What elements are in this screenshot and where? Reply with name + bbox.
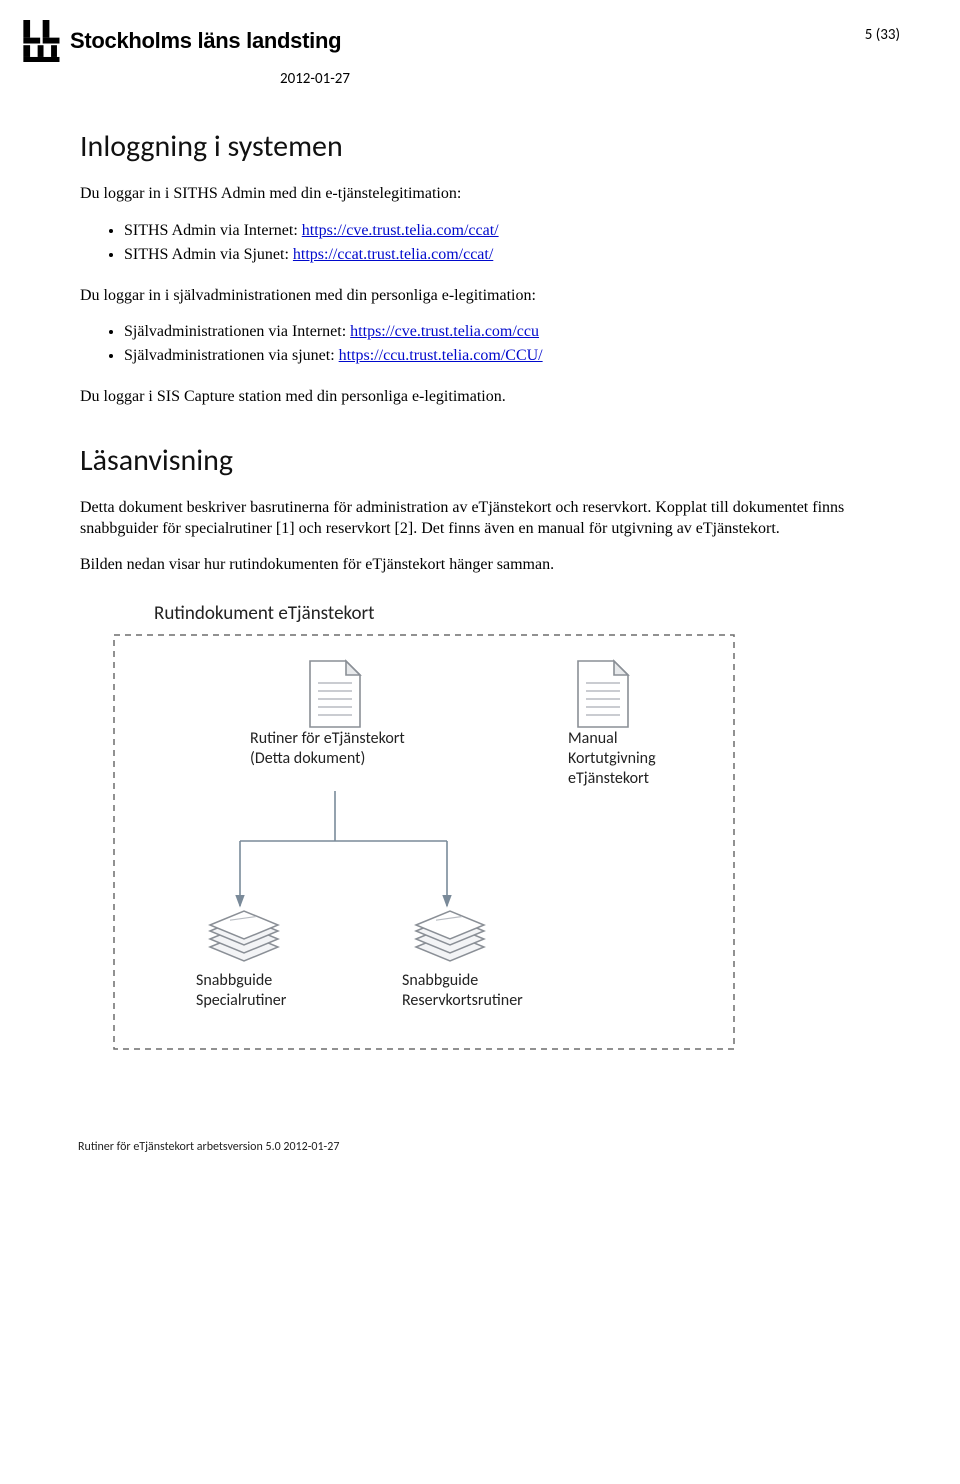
org-name: Stockholms läns landsting: [70, 28, 341, 54]
section-heading-reading: Läsanvisning: [80, 442, 900, 479]
svg-text:Snabbguide: Snabbguide: [402, 971, 478, 990]
list-item: SITHS Admin via Sjunet: https://ccat.tru…: [124, 243, 900, 267]
diagram-title: Rutindokument eTjänstekort: [154, 602, 900, 625]
org-logo-block: Stockholms läns landsting: [20, 20, 341, 62]
svg-text:eTjänstekort: eTjänstekort: [568, 769, 650, 788]
link-siths-internet[interactable]: https://cve.trust.telia.com/ccat/: [302, 222, 499, 239]
paragraph: Bilden nedan visar hur rutindokumenten f…: [80, 554, 900, 576]
svg-text:Specialrutiner: Specialrutiner: [196, 991, 287, 1010]
svg-text:Reservkortsrutiner: Reservkortsrutiner: [402, 991, 523, 1010]
svg-text:Snabbguide: Snabbguide: [196, 971, 272, 990]
svg-text:Rutiner för eTjänstekort: Rutiner för eTjänstekort: [250, 729, 405, 748]
link-list: SITHS Admin via Internet: https://cve.tr…: [80, 219, 900, 267]
list-text: SITHS Admin via Sjunet:: [124, 246, 293, 263]
link-list: Självadministrationen via Internet: http…: [80, 320, 900, 368]
page-number: 5 (33): [865, 26, 900, 44]
list-item: Självadministrationen via Internet: http…: [124, 320, 900, 344]
link-selfadmin-internet[interactable]: https://cve.trust.telia.com/ccu: [350, 323, 539, 340]
paragraph: Detta dokument beskriver basrutinerna fö…: [80, 497, 900, 540]
paragraph: Du loggar i SIS Capture station med din …: [80, 386, 900, 408]
sll-logo-icon: [20, 20, 62, 62]
list-text: Självadministrationen via Internet:: [124, 323, 350, 340]
svg-text:(Detta dokument): (Detta dokument): [250, 749, 365, 768]
list-text: Självadministrationen via sjunet:: [124, 347, 339, 364]
routine-diagram: Rutiner för eTjänstekort(Detta dokument)…: [110, 631, 750, 1055]
paragraph: Du loggar in i självadministrationen med…: [80, 285, 900, 307]
link-selfadmin-sjunet[interactable]: https://ccu.trust.telia.com/CCU/: [339, 347, 543, 364]
list-text: SITHS Admin via Internet:: [124, 222, 302, 239]
link-siths-sjunet[interactable]: https://ccat.trust.telia.com/ccat/: [293, 246, 493, 263]
section-heading-login: Inloggning i systemen: [80, 128, 900, 165]
paragraph: Du loggar in i SITHS Admin med din e-tjä…: [80, 183, 900, 205]
list-item: SITHS Admin via Internet: https://cve.tr…: [124, 219, 900, 243]
diagram-container: Rutindokument eTjänstekort Rutiner för e…: [110, 602, 900, 1060]
footer-text: Rutiner för eTjänstekort arbetsversion 5…: [78, 1140, 900, 1154]
list-item: Självadministrationen via sjunet: https:…: [124, 344, 900, 368]
svg-text:Kortutgivning: Kortutgivning: [568, 749, 656, 768]
svg-text:Manual: Manual: [568, 729, 618, 748]
document-date: 2012-01-27: [280, 70, 900, 88]
